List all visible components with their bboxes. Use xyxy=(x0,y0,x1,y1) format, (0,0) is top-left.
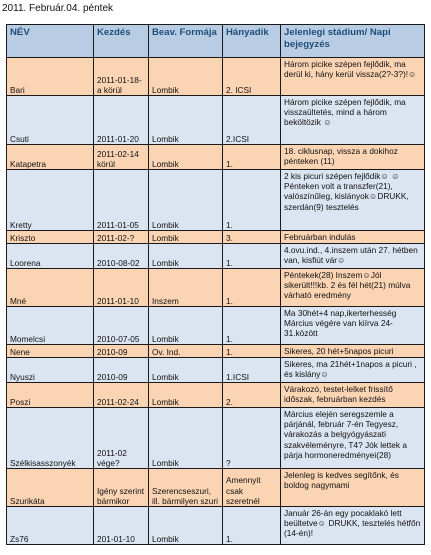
cell-status: Ma 30hét+4 nap,ikerterhesség Március vég… xyxy=(280,306,425,345)
cell-attempt: 2.ICSI xyxy=(222,95,281,145)
cell-status: Három picike szépen fejlődik, ma visszaü… xyxy=(280,95,425,145)
table-row: Szurikáta Igény szerint bármikor Szerencse… xyxy=(6,468,425,507)
cell-treatment: Lombik xyxy=(148,230,223,244)
cell-name: Szélkisasszonyék xyxy=(6,407,94,469)
cell-name: Nyuszi xyxy=(6,357,94,383)
table-row: Nyuszi 2010-09 Lombik 1.ICSI Sikeres, ma 21h… xyxy=(6,357,425,383)
table-row: Mné 2011-01-10 Inszem 1. Péntekek(28) Inszem… xyxy=(6,268,425,307)
cell-start: 2011-02-24 xyxy=(93,382,149,408)
cell-status: Három picike szépen fejlődik, ma derül k… xyxy=(280,57,425,96)
cell-name: Mné xyxy=(6,268,94,307)
tracking-table: NÉV Kezdés Beav. Formája Hányadik Jelenl… xyxy=(6,24,425,545)
cell-treatment: Lombik xyxy=(148,306,223,345)
cell-start: 2011-02 vége? xyxy=(93,407,149,469)
cell-start: 2011-01-18-a körül xyxy=(93,57,149,96)
table-row: Momelcsi 2010-07-05 Lombik 1. Ma 30hét+4 nap… xyxy=(6,306,425,345)
cell-start: 2010-09 xyxy=(93,344,149,358)
cell-treatment: Lombik xyxy=(148,382,223,408)
table-row: Bari 2011-01-18-a körül Lombik 2. ICSI Háro… xyxy=(6,57,425,96)
cell-status: Péntekek(28) Inszem☺Jól sikerült!!!kb. 2… xyxy=(280,268,425,307)
cell-attempt: 3. xyxy=(222,230,281,244)
cell-attempt: 1. xyxy=(222,506,281,545)
cell-start: 201-01-10 xyxy=(93,506,149,545)
table-row: Nene 2010-09 Ov. Ind. 1. Sikeres, 20 hét+5na… xyxy=(6,344,425,358)
cell-name: Kriszto xyxy=(6,230,94,244)
col-header-attempt: Hányadik xyxy=(222,24,281,58)
table-row: Loorena 2010-08-02 Lombik 1. 4.ovu.ind., 4.i… xyxy=(6,243,425,269)
cell-status: Január 26-án egy pocaklakó lett beültetv… xyxy=(280,506,425,545)
table-body: Bari 2011-01-18-a körül Lombik 2. ICSI Háro… xyxy=(6,57,425,545)
cell-start: 2011-01-10 xyxy=(93,268,149,307)
cell-start: 2010-08-02 xyxy=(93,243,149,269)
table-row: Szélkisasszonyék 2011-02 vége? Lombik? Márc… xyxy=(6,407,425,469)
cell-treatment: Ov. Ind. xyxy=(148,344,223,358)
cell-attempt: 1. xyxy=(222,169,281,231)
cell-name: Loorena xyxy=(6,243,94,269)
table-row: Zs76 201-01-10 Lombik 1. Január 26-án egy po… xyxy=(6,506,425,545)
cell-start: 2010-07-05 xyxy=(93,306,149,345)
table-row: Katapetra 2011-02-14 körül Lombik 1. 18. cik… xyxy=(6,144,425,170)
cell-start: Igény szerint bármikor xyxy=(93,468,149,507)
cell-name: Katapetra xyxy=(6,144,94,170)
table-row: Csuti 2011-01-20 Lombik 2.ICSI Három picike … xyxy=(6,95,425,145)
cell-status: Sikeres, 20 hét+5napos picuri xyxy=(280,344,425,358)
cell-name: Poszi xyxy=(6,382,94,408)
table-row: Kretty 2011-01-05 Lombik 1. 2 kis picuri szé… xyxy=(6,169,425,231)
cell-treatment: Inszem xyxy=(148,268,223,307)
cell-status: Sikeres, ma 21hét+1napos a picuri , és k… xyxy=(280,357,425,383)
cell-status: 4.ovu.ind., 4.inszem után 27. hétben van… xyxy=(280,243,425,269)
cell-treatment: Lombik xyxy=(148,357,223,383)
cell-attempt: 1. xyxy=(222,144,281,170)
cell-attempt: 1. xyxy=(222,243,281,269)
cell-start: 2011-01-05 xyxy=(93,169,149,231)
cell-status: Március elején seregszemle a párjánál, f… xyxy=(280,407,425,469)
cell-status: 18. ciklusnap, vissza a dokihoz pénteken… xyxy=(280,144,425,170)
col-header-status: Jelenlegi stádium/ Napi bejegyzés xyxy=(280,24,425,58)
cell-treatment: Lombik xyxy=(148,169,223,231)
table-head: NÉV Kezdés Beav. Formája Hányadik Jelenl… xyxy=(6,24,425,58)
cell-name: Momelcsi xyxy=(6,306,94,345)
cell-treatment: Lombik xyxy=(148,57,223,96)
cell-status: Februárban indulás xyxy=(280,230,425,244)
cell-start: 2010-09 xyxy=(93,357,149,383)
cell-name: Kretty xyxy=(6,169,94,231)
cell-attempt: 2. ICSI xyxy=(222,57,281,96)
col-header-start: Kezdés xyxy=(93,24,149,58)
cell-status: Jelenleg is kedves segítőnk, és boldog n… xyxy=(280,468,425,507)
cell-attempt: 1. xyxy=(222,306,281,345)
cell-attempt: Amennyit csak szeretnél xyxy=(222,468,281,507)
cell-attempt: 1. xyxy=(222,268,281,307)
cell-name: Bari xyxy=(6,57,94,96)
cell-attempt: 2. xyxy=(222,382,281,408)
col-header-name: NÉV xyxy=(6,24,94,58)
page-date-title: 2011. Február.04. péntek xyxy=(2,3,114,14)
cell-treatment: Lombik xyxy=(148,506,223,545)
cell-treatment: Lombik xyxy=(148,243,223,269)
cell-name: Zs76 xyxy=(6,506,94,545)
cell-status: 2 kis picuri szépen fejlődik☺ ☺Pénteken … xyxy=(280,169,425,231)
cell-treatment: Lombik xyxy=(148,144,223,170)
cell-attempt: ? xyxy=(222,407,281,469)
table-row: Kriszto 2011-02-? Lombik 3. Februárban indul… xyxy=(6,230,425,244)
header-row: NÉV Kezdés Beav. Formája Hányadik Jelenl… xyxy=(6,24,425,58)
cell-treatment: Lombik xyxy=(148,407,223,469)
cell-treatment: Szerencseszuri, ill. bármilyen szuri xyxy=(148,468,223,507)
cell-attempt: 1.ICSI xyxy=(222,357,281,383)
col-header-treatment: Beav. Formája xyxy=(148,24,223,58)
cell-start: 2011-02-14 körül xyxy=(93,144,149,170)
table-row: Poszi 2011-02-24 Lombik 2. Várakozó, testet-… xyxy=(6,382,425,408)
cell-name: Nene xyxy=(6,344,94,358)
cell-start: 2011-02-? xyxy=(93,230,149,244)
cell-attempt: 1. xyxy=(222,344,281,358)
tracking-table-wrapper: NÉV Kezdés Beav. Formája Hányadik Jelenl… xyxy=(6,24,425,545)
cell-name: Szurikáta xyxy=(6,468,94,507)
cell-status: Várakozó, testet-lelket frissítő időszak… xyxy=(280,382,425,408)
cell-start: 2011-01-20 xyxy=(93,95,149,145)
cell-treatment: Lombik xyxy=(148,95,223,145)
cell-name: Csuti xyxy=(6,95,94,145)
